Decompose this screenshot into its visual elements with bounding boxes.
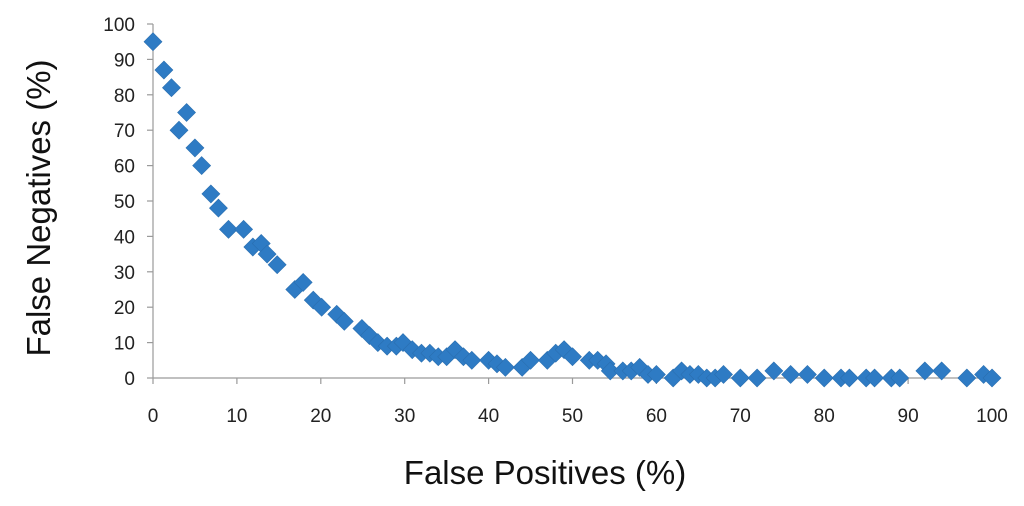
x-tick-label: 50 [562, 406, 583, 427]
data-point [154, 60, 174, 80]
x-tick-label: 30 [394, 406, 415, 427]
data-point [267, 255, 287, 275]
data-point [293, 272, 313, 292]
y-tick-labels: 0 10 20 30 40 50 60 70 80 90 100 [103, 15, 135, 390]
y-tick-label: 40 [114, 227, 135, 248]
x-tick-label: 70 [730, 406, 751, 427]
data-point [839, 368, 859, 388]
data-point [462, 350, 482, 370]
data-point [915, 361, 935, 381]
x-tick-label: 80 [814, 406, 835, 427]
x-tick-label: 90 [898, 406, 919, 427]
y-tick-label: 50 [114, 192, 135, 213]
y-axis-title: False Negatives (%) [20, 59, 57, 356]
x-axis-title: False Positives (%) [404, 454, 686, 491]
data-point [162, 78, 181, 98]
data-point [714, 365, 733, 384]
data-point [185, 138, 205, 158]
y-tick-label: 10 [114, 334, 135, 355]
data-point [143, 32, 163, 52]
x-tick-label: 100 [976, 406, 1008, 427]
data-point [192, 156, 212, 176]
x-tick-label: 60 [646, 406, 667, 427]
y-tick-label: 0 [124, 369, 135, 390]
data-point [209, 198, 228, 218]
data-point [865, 368, 884, 388]
data-point [201, 184, 221, 204]
axes [147, 23, 993, 384]
data-point [730, 368, 750, 388]
data-point [957, 368, 977, 388]
x-tick-labels: 0 10 20 30 40 50 60 70 80 90 100 [148, 406, 1008, 427]
data-point [932, 361, 952, 381]
x-tick-label: 40 [478, 406, 499, 427]
data-point [646, 365, 666, 384]
data-point [495, 357, 515, 377]
data-point [177, 103, 196, 122]
data-point [764, 361, 784, 381]
data-point [521, 350, 540, 370]
data-point [890, 368, 910, 388]
data-point [781, 365, 801, 384]
y-tick-label: 90 [114, 50, 135, 71]
data-point [219, 219, 238, 239]
data-point [814, 368, 834, 388]
data-point [334, 311, 354, 331]
x-tick-label: 0 [148, 406, 159, 427]
data-point [257, 244, 277, 264]
y-tick-label: 70 [114, 121, 135, 142]
data-point [234, 219, 254, 239]
x-tick-label: 20 [310, 406, 331, 427]
data-point [169, 120, 189, 140]
data-points [143, 32, 1002, 388]
y-tick-label: 20 [114, 298, 135, 319]
y-tick-label: 100 [103, 15, 135, 36]
y-tick-label: 60 [114, 157, 135, 178]
data-point [312, 297, 332, 317]
x-tick-label: 10 [226, 406, 247, 427]
data-point [600, 361, 620, 381]
data-point [747, 368, 767, 388]
data-point [982, 368, 1002, 388]
data-point [797, 365, 817, 384]
y-tick-label: 30 [114, 263, 135, 284]
y-tick-label: 80 [114, 86, 135, 107]
data-point [563, 347, 582, 367]
